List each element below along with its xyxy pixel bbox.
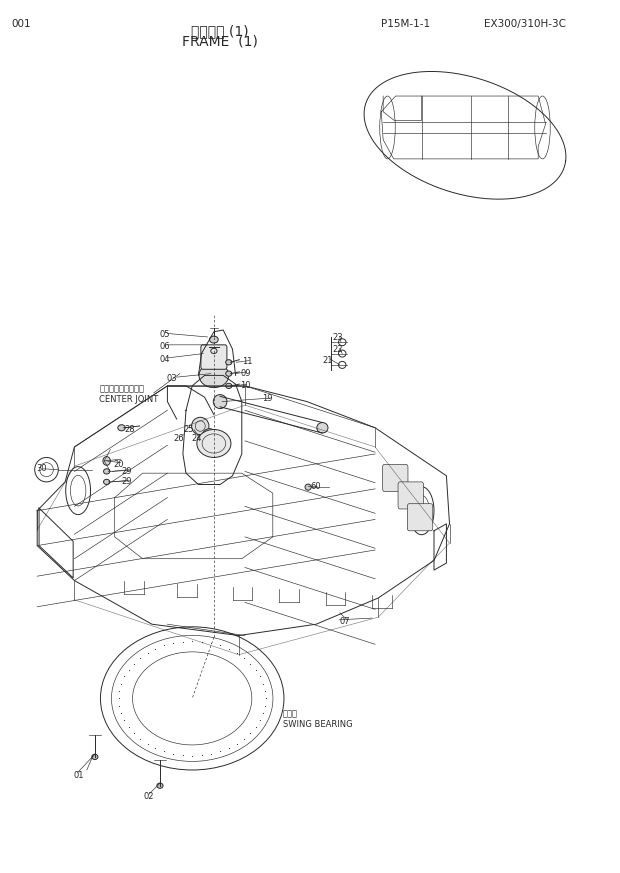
Text: 07: 07 bbox=[340, 617, 350, 626]
Text: 28: 28 bbox=[124, 425, 135, 434]
Text: 20: 20 bbox=[113, 460, 124, 469]
Ellipse shape bbox=[192, 417, 209, 435]
Text: 21: 21 bbox=[322, 356, 333, 365]
Ellipse shape bbox=[157, 783, 163, 788]
Ellipse shape bbox=[104, 479, 110, 485]
Text: 25: 25 bbox=[184, 425, 194, 434]
Text: 30: 30 bbox=[36, 464, 46, 473]
Text: 03: 03 bbox=[166, 374, 177, 382]
Ellipse shape bbox=[202, 429, 217, 444]
Text: 旋回輪: 旋回輪 bbox=[283, 710, 298, 718]
Ellipse shape bbox=[210, 336, 218, 343]
Text: FRAME  (1): FRAME (1) bbox=[182, 35, 258, 49]
Ellipse shape bbox=[305, 484, 311, 491]
Text: 02: 02 bbox=[144, 792, 154, 801]
Text: 24: 24 bbox=[191, 434, 202, 443]
Ellipse shape bbox=[104, 469, 110, 474]
Text: 01: 01 bbox=[73, 771, 84, 780]
Ellipse shape bbox=[226, 383, 232, 388]
Text: 11: 11 bbox=[242, 357, 252, 366]
Ellipse shape bbox=[92, 754, 98, 760]
Ellipse shape bbox=[199, 363, 229, 388]
Text: 05: 05 bbox=[160, 330, 171, 339]
Text: 29: 29 bbox=[122, 478, 132, 486]
FancyBboxPatch shape bbox=[383, 464, 408, 491]
Text: 001: 001 bbox=[11, 19, 31, 29]
Text: P15M-1-1: P15M-1-1 bbox=[381, 19, 430, 29]
FancyBboxPatch shape bbox=[407, 504, 433, 531]
Ellipse shape bbox=[226, 360, 232, 365]
Text: 09: 09 bbox=[241, 369, 251, 378]
Text: 26: 26 bbox=[174, 434, 184, 443]
Ellipse shape bbox=[317, 423, 328, 433]
FancyBboxPatch shape bbox=[398, 482, 423, 509]
Text: 29: 29 bbox=[122, 467, 132, 476]
Ellipse shape bbox=[197, 430, 231, 457]
Text: 06: 06 bbox=[160, 342, 171, 351]
Text: 19: 19 bbox=[262, 395, 272, 403]
Text: 04: 04 bbox=[160, 355, 171, 364]
Text: CENTER JOINT: CENTER JOINT bbox=[99, 395, 159, 404]
Ellipse shape bbox=[213, 395, 227, 409]
Text: 23: 23 bbox=[332, 333, 343, 342]
Ellipse shape bbox=[226, 371, 232, 376]
Text: EX300/310H-3C: EX300/310H-3C bbox=[484, 19, 565, 29]
Text: 10: 10 bbox=[241, 382, 251, 390]
Ellipse shape bbox=[118, 424, 125, 430]
Text: センタージョイント: センタージョイント bbox=[99, 384, 144, 393]
Text: 60: 60 bbox=[310, 482, 321, 491]
Text: フレーム (1): フレーム (1) bbox=[192, 24, 249, 38]
Text: SWING BEARING: SWING BEARING bbox=[283, 720, 352, 729]
FancyBboxPatch shape bbox=[201, 345, 227, 369]
Ellipse shape bbox=[103, 457, 110, 465]
Text: 22: 22 bbox=[332, 345, 343, 354]
